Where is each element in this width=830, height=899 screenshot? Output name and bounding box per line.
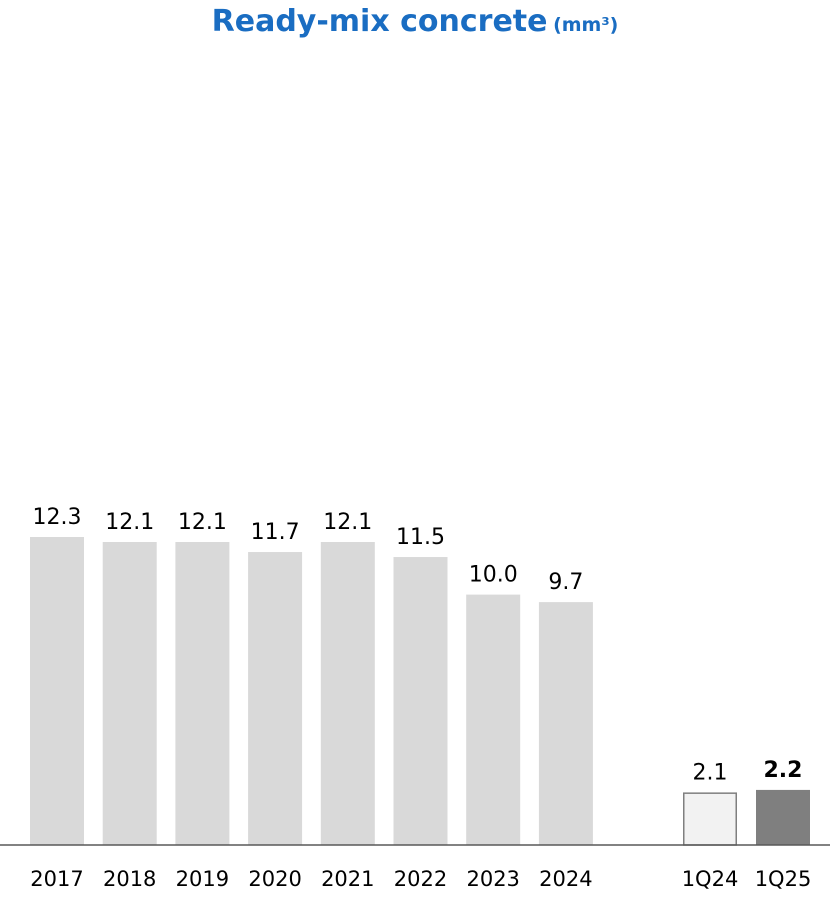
x-tick-label-2022: 2022 (394, 867, 447, 891)
x-tick-labels-layer: 2017 2018 2019 2020 2021 2022 2023 2024 1Q24 1Q25 (30, 867, 811, 891)
bar-2023 (466, 594, 521, 845)
value-label-1Q25: 2.2 (764, 758, 803, 783)
x-tick-label-2023: 2023 (466, 867, 519, 891)
bars-layer (30, 537, 810, 846)
bar-1Q24 (683, 792, 737, 846)
x-tick-label-2020: 2020 (248, 867, 301, 891)
bar-1Q25 (756, 789, 810, 845)
x-tick-label-2021: 2021 (321, 867, 374, 891)
bar-2017 (30, 537, 84, 845)
value-label-2024: 9.7 (548, 570, 583, 595)
x-tick-label-1Q25: 1Q25 (755, 867, 812, 891)
chart-title-text: Ready-mix concrete (211, 4, 548, 39)
chart-title: Ready-mix concrete (mm³) (0, 4, 830, 39)
chart-title-unit: (mm³) (553, 14, 619, 36)
value-label-2023: 10.0 (469, 563, 518, 588)
value-label-2020: 11.7 (251, 520, 300, 545)
bar-2022 (393, 557, 448, 845)
bar-2019 (175, 542, 230, 845)
value-label-2021: 12.1 (323, 510, 372, 535)
x-tick-label-2019: 2019 (176, 867, 229, 891)
value-labels-layer: 12.3 12.1 12.1 11.7 12.1 11.5 10.0 9.7 2.1 2.2 (33, 505, 803, 785)
value-label-2018: 12.1 (105, 510, 154, 535)
value-label-1Q24: 2.1 (693, 760, 728, 785)
bar-2021 (320, 542, 375, 845)
x-tick-label-2017: 2017 (30, 867, 83, 891)
value-label-2017: 12.3 (33, 505, 82, 530)
bar-2024 (538, 602, 593, 845)
bar-2018 (102, 542, 157, 845)
value-label-2022: 11.5 (396, 525, 445, 550)
bar-2020 (248, 552, 303, 845)
x-tick-label-2018: 2018 (103, 867, 156, 891)
x-tick-label-2024: 2024 (539, 867, 592, 891)
x-tick-label-1Q24: 1Q24 (682, 867, 739, 891)
value-label-2019: 12.1 (178, 510, 227, 535)
